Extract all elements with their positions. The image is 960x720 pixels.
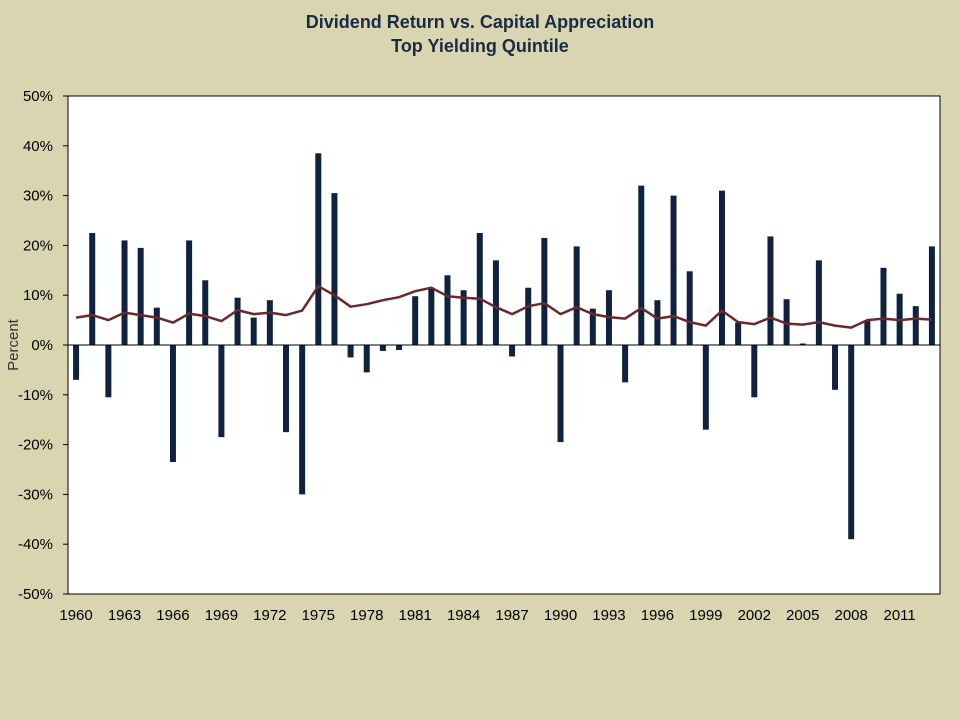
bar-1990 [557, 345, 564, 443]
bar-2007 [832, 345, 839, 390]
bar-1984 [460, 290, 467, 345]
x-tick-label: 1990 [544, 607, 577, 624]
x-tick-label: 1975 [302, 607, 335, 624]
bar-1973 [283, 345, 289, 433]
bar-1976 [331, 193, 338, 345]
bar-2002 [751, 345, 758, 398]
bar-1968 [202, 280, 209, 345]
bar-1983 [444, 275, 451, 345]
line-series [75, 284, 932, 329]
bar-2009 [864, 320, 871, 345]
y-axis-title: Percent [5, 318, 22, 371]
y-axis: 50% 40% 30% 20% 10% 0% -10% -20% -30% -40% -50% [18, 88, 68, 603]
bar-2001 [735, 322, 742, 345]
y-tick-label: 0% [31, 337, 53, 354]
bar-1974 [299, 345, 306, 495]
y-tick-label: 40% [23, 138, 53, 155]
bar-1969 [218, 345, 225, 438]
bar-2013 [928, 246, 935, 345]
bar-1980 [396, 345, 403, 350]
bar-1960 [73, 345, 80, 380]
bar-1987 [509, 345, 516, 357]
bar-1992 [589, 308, 596, 345]
x-tick-label: 1960 [59, 607, 92, 624]
bar-1977 [347, 345, 354, 358]
chart-subtitle: Top Yielding Quintile [391, 36, 569, 56]
bar-1997 [670, 195, 677, 345]
x-tick-label: 1993 [592, 607, 625, 624]
bar-2010 [880, 267, 887, 345]
bar-1994 [622, 345, 629, 383]
bar-1991 [573, 246, 580, 345]
x-tick-label: 1969 [205, 607, 238, 624]
y-tick-label: 50% [23, 88, 53, 105]
x-tick-label: 2008 [834, 607, 867, 624]
x-tick-label: 1987 [495, 607, 528, 624]
bar-1988 [525, 287, 532, 345]
chart-title-line1: Dividend Return vs. Capital Appreciation [305, 12, 655, 32]
bar-2006 [815, 260, 822, 345]
bar-1978 [363, 345, 370, 373]
bar-1972 [266, 300, 273, 345]
chart-title: Dividend Return vs. Capital Appreciation… [0, 10, 960, 58]
bar-1979 [379, 345, 386, 351]
x-tick-label: 1984 [447, 607, 480, 624]
bar-2012 [912, 306, 919, 345]
bar-1970 [234, 297, 241, 345]
bar-2003 [767, 236, 774, 345]
bar-1965 [153, 307, 160, 345]
bar-1982 [428, 287, 435, 345]
y-tick-label: -20% [18, 437, 53, 454]
x-tick-label: 1999 [689, 607, 722, 624]
x-tick-label: 2005 [786, 607, 819, 624]
bar-1975 [315, 153, 322, 345]
bar-1967 [186, 240, 193, 345]
bar-1964 [137, 247, 144, 345]
x-tick-label: 1996 [641, 607, 674, 624]
bar-1998 [686, 271, 693, 345]
bar-1963 [121, 240, 128, 345]
bar-2000 [719, 190, 725, 345]
y-tick-label: -10% [18, 387, 53, 404]
bar-series [73, 153, 935, 540]
y-tick-label: -30% [18, 486, 53, 503]
x-tick-label: 1981 [398, 607, 431, 624]
bar-1986 [492, 260, 499, 345]
x-tick-label: 1972 [253, 607, 286, 624]
bar-1996 [654, 300, 661, 345]
bar-1981 [412, 296, 419, 345]
bar-1961 [89, 232, 96, 345]
bar-1971 [250, 317, 257, 345]
x-tick-label: 1966 [156, 607, 189, 624]
y-tick-label: 30% [23, 188, 53, 205]
y-tick-label: -40% [18, 536, 53, 553]
y-tick-label: -50% [18, 586, 53, 603]
bar-1989 [541, 237, 548, 345]
bar-2005 [799, 343, 806, 345]
bar-1985 [476, 232, 483, 345]
x-tick-label: 1963 [108, 607, 141, 624]
y-tick-label: 10% [23, 287, 53, 304]
x-tick-label: 1978 [350, 607, 383, 624]
bar-1999 [702, 345, 709, 430]
y-tick-label: 20% [23, 237, 53, 254]
bar-1966 [169, 345, 176, 463]
bar-1962 [105, 345, 112, 398]
bar-1995 [638, 185, 645, 345]
x-axis: 1960 1963 1966 1969 1972 1975 1978 1981 1984 1987… [59, 607, 915, 624]
bar-2008 [848, 345, 855, 540]
bar-2004 [783, 299, 790, 345]
x-tick-label: 2002 [738, 607, 771, 624]
x-tick-label: 2011 [883, 607, 915, 624]
